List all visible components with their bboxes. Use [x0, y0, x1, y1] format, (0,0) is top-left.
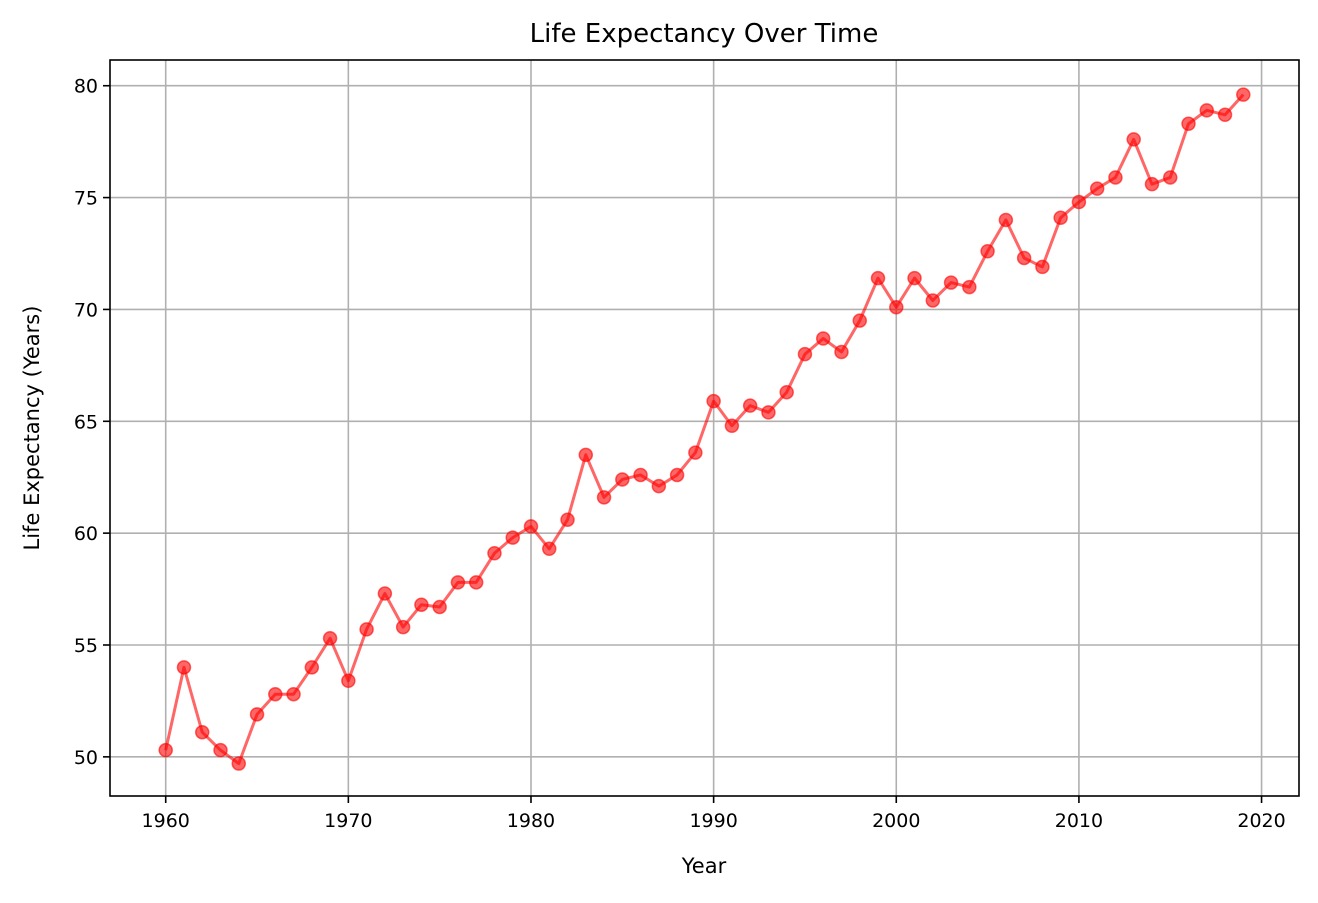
data-point [414, 597, 429, 612]
data-point [852, 313, 867, 328]
data-point [688, 445, 703, 460]
data-point [1089, 181, 1105, 196]
data-point [889, 299, 904, 315]
data-point [487, 546, 502, 561]
data-point [1016, 250, 1032, 266]
data-point [943, 275, 959, 290]
axis-ticks: 1960 1970 1980 1990 2000 2010 2020 50 55 60 65 70 75… [74, 76, 1286, 832]
x-tick-label: 2010 [1055, 810, 1103, 832]
data-point [761, 405, 776, 420]
data-point [377, 586, 393, 601]
y-axis-label: Life Expectancy (Years) [20, 306, 44, 551]
data-point [158, 742, 173, 758]
y-tick-label: 50 [74, 747, 98, 769]
data-point [1181, 116, 1196, 132]
data-point [468, 575, 484, 590]
data-point [505, 530, 520, 545]
y-tick-label: 80 [74, 76, 98, 98]
data-point [542, 541, 557, 557]
data-point [286, 686, 301, 702]
y-tick-label: 60 [74, 523, 98, 545]
data-point [980, 244, 995, 259]
data-point [213, 742, 228, 758]
data-point [450, 575, 466, 590]
data-point [925, 293, 941, 308]
data-point [1199, 103, 1215, 118]
data-point [560, 512, 575, 527]
grid-lines [110, 60, 1299, 796]
x-tick-label: 1980 [507, 810, 555, 832]
data-point [633, 467, 648, 483]
data-point [815, 331, 831, 346]
x-tick-label: 2000 [872, 810, 920, 832]
series-layer [158, 87, 1251, 771]
data-point [304, 660, 320, 675]
data-point [615, 472, 630, 487]
y-tick-label: 75 [74, 188, 98, 210]
data-point [268, 686, 283, 702]
x-tick-label: 2020 [1237, 810, 1285, 832]
data-point [194, 724, 210, 740]
data-point [724, 418, 740, 434]
data-point [797, 346, 813, 362]
y-tick-label: 55 [74, 635, 98, 657]
x-tick-label: 1960 [142, 810, 190, 832]
data-point [742, 398, 758, 413]
data-point [779, 384, 794, 400]
data-point [1071, 194, 1087, 210]
x-axis-label: Year [681, 854, 727, 878]
data-point [341, 673, 356, 689]
plot-area-frame [109, 59, 1300, 797]
data-point [322, 631, 338, 646]
data-point [395, 619, 411, 635]
data-point [998, 212, 1014, 228]
data-point [870, 270, 886, 286]
x-tick-label: 1990 [689, 810, 737, 832]
data-point [523, 519, 539, 534]
data-point [578, 447, 594, 463]
x-tick-label: 1970 [324, 810, 372, 832]
data-point [669, 467, 685, 483]
data-point [1144, 176, 1160, 192]
data-point [249, 707, 265, 722]
data-point [1162, 170, 1178, 185]
data-point [596, 490, 612, 505]
data-point [962, 279, 977, 295]
data-point [1217, 107, 1233, 123]
data-point [1053, 210, 1068, 225]
y-tick-label: 65 [74, 411, 98, 433]
data-point [706, 393, 721, 409]
data-point [834, 344, 849, 360]
data-point [231, 756, 247, 771]
y-tick-label: 70 [74, 299, 98, 321]
data-point [1126, 132, 1141, 147]
data-point [651, 478, 667, 494]
data-point [359, 622, 374, 637]
chart-title: Life Expectancy Over Time [530, 19, 879, 49]
data-point [907, 270, 922, 286]
data-point [1108, 170, 1123, 185]
data-point [432, 599, 447, 615]
series-line [164, 93, 1245, 766]
data-point [1035, 259, 1050, 275]
data-point [1236, 87, 1251, 102]
data-point [176, 660, 192, 675]
